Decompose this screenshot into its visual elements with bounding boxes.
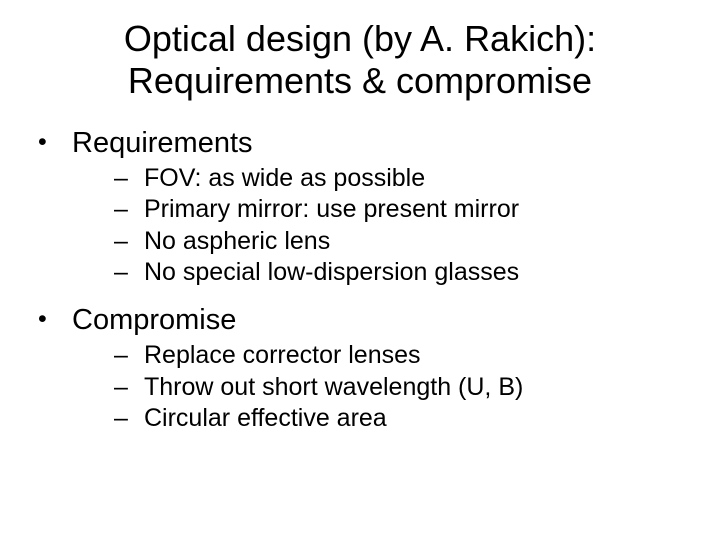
list-item-text: No aspheric lens xyxy=(144,227,330,255)
section-compromise: Compromise Replace corrector lenses Thro… xyxy=(30,302,690,434)
list-item-text: Primary mirror: use present mirror xyxy=(144,195,519,223)
title-line-2: Requirements & compromise xyxy=(128,60,592,101)
list-item: Throw out short wavelength (U, B) xyxy=(72,372,690,403)
list-item: No aspheric lens xyxy=(72,226,690,257)
section-heading: Compromise xyxy=(72,304,236,336)
list-item: Primary mirror: use present mirror xyxy=(72,194,690,225)
requirements-sublist: FOV: as wide as possible Primary mirror:… xyxy=(72,163,690,288)
compromise-sublist: Replace corrector lenses Throw out short… xyxy=(72,340,690,434)
slide-title: Optical design (by A. Rakich): Requireme… xyxy=(30,18,690,103)
list-item: Circular effective area xyxy=(72,403,690,434)
list-item: No special low-dispersion glasses xyxy=(72,257,690,288)
title-line-1: Optical design (by A. Rakich): xyxy=(124,18,596,59)
bullet-list-level1: Requirements FOV: as wide as possible Pr… xyxy=(30,125,690,434)
list-item-text: Throw out short wavelength (U, B) xyxy=(144,373,523,401)
list-item-text: No special low-dispersion glasses xyxy=(144,258,519,286)
section-heading: Requirements xyxy=(72,127,253,159)
list-item: FOV: as wide as possible xyxy=(72,163,690,194)
slide: Optical design (by A. Rakich): Requireme… xyxy=(0,0,720,540)
list-item-text: FOV: as wide as possible xyxy=(144,164,425,192)
list-item-text: Circular effective area xyxy=(144,404,387,432)
section-requirements: Requirements FOV: as wide as possible Pr… xyxy=(30,125,690,288)
list-item: Replace corrector lenses xyxy=(72,340,690,371)
list-item-text: Replace corrector lenses xyxy=(144,341,421,369)
